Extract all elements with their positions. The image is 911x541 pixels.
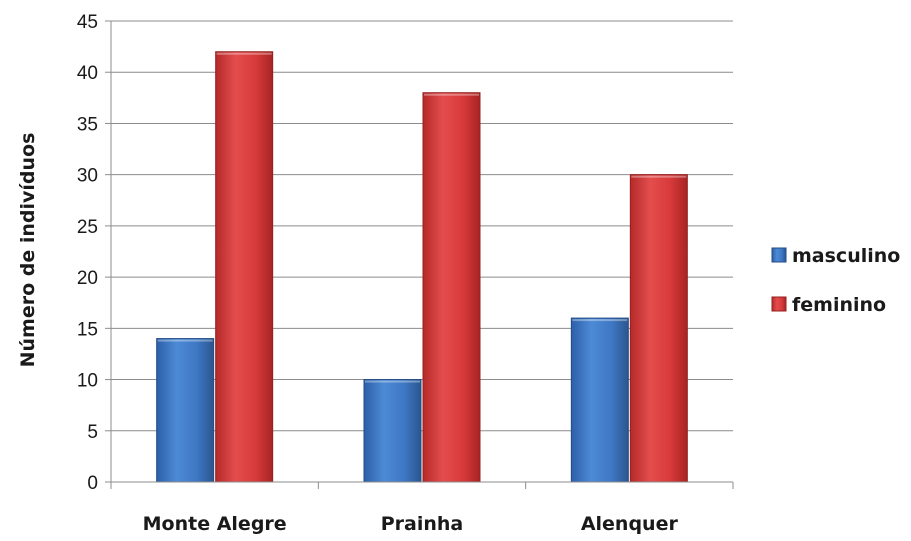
legend: masculino feminino bbox=[771, 245, 900, 316]
y-tick-label: 20 bbox=[77, 268, 98, 289]
legend-swatch-feminino bbox=[771, 296, 787, 312]
bar-feminino bbox=[422, 92, 481, 483]
y-tick-label: 30 bbox=[77, 166, 98, 187]
y-tick-label: 40 bbox=[77, 63, 98, 84]
y-tick-label: 15 bbox=[77, 319, 98, 340]
bar-masculino bbox=[363, 379, 422, 483]
gridlines bbox=[111, 20, 733, 432]
legend-label-masculino: masculino bbox=[792, 245, 900, 267]
y-tick-label: 45 bbox=[77, 12, 98, 33]
bar-highlight bbox=[157, 339, 213, 342]
legend-swatch-masculino bbox=[771, 247, 787, 263]
legend-label-feminino: feminino bbox=[792, 294, 886, 316]
x-category-label: Alenquer bbox=[581, 513, 679, 535]
bar-highlight bbox=[216, 52, 272, 55]
y-tick-label: 0 bbox=[87, 473, 98, 494]
bar-feminino bbox=[215, 51, 274, 483]
bar-masculino bbox=[570, 317, 629, 483]
bar-highlight bbox=[424, 93, 479, 96]
bar-masculino bbox=[156, 338, 215, 483]
y-tick-label: 5 bbox=[87, 422, 98, 443]
y-tick-label: 10 bbox=[77, 371, 98, 392]
x-category-label: Prainha bbox=[381, 513, 464, 535]
bar-highlight bbox=[572, 319, 628, 322]
y-axis-title: Número de indivíduos bbox=[17, 133, 39, 368]
bar-feminino bbox=[629, 174, 688, 483]
x-category-label: Monte Alegre bbox=[143, 513, 287, 535]
axes: 0 5 10 15 20 25 30 35 40 45 Monte Alegre Prainha Ale… bbox=[77, 12, 734, 535]
y-tick-label: 25 bbox=[77, 217, 98, 238]
y-tick-label: 35 bbox=[77, 114, 98, 135]
bars bbox=[156, 51, 688, 483]
bar-highlight bbox=[631, 175, 687, 178]
bar-highlight bbox=[365, 380, 420, 383]
